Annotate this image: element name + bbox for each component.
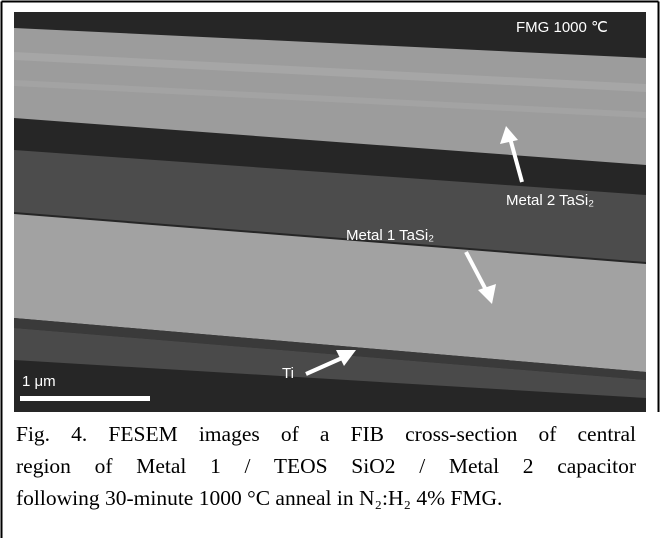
arrow	[464, 251, 488, 291]
ti-label: Ti	[282, 365, 294, 382]
ti-layer	[14, 318, 646, 380]
caption-line: Fig. 4. FESEM images of a FIB cross-sect…	[16, 422, 636, 446]
caption-line: following 30-minute 1000 °C anneal in N₂…	[16, 486, 503, 510]
arrowhead	[336, 350, 356, 366]
scale-bar	[20, 396, 150, 401]
sem-image	[14, 12, 646, 412]
arrowhead	[500, 126, 518, 144]
metal2-stripe	[14, 80, 646, 118]
metal1-label: Metal 1 TaSi₂	[346, 227, 434, 244]
metal1-layer	[14, 214, 646, 372]
arrow	[305, 356, 343, 376]
oxide-layer	[14, 150, 646, 262]
scale-label: 1 μm	[22, 373, 56, 390]
caption-line: region of Metal 1 / TEOS SiO2 / Metal 2 …	[16, 454, 636, 478]
metal2-stripe	[14, 52, 646, 92]
arrowhead	[478, 284, 496, 304]
condition-label: FMG 1000 ℃	[516, 19, 608, 36]
metal2-label: Metal 2 TaSi₂	[506, 192, 594, 209]
caption: Fig. 4. FESEM images of a FIB cross-sect…	[16, 418, 636, 514]
arrow	[508, 137, 524, 183]
